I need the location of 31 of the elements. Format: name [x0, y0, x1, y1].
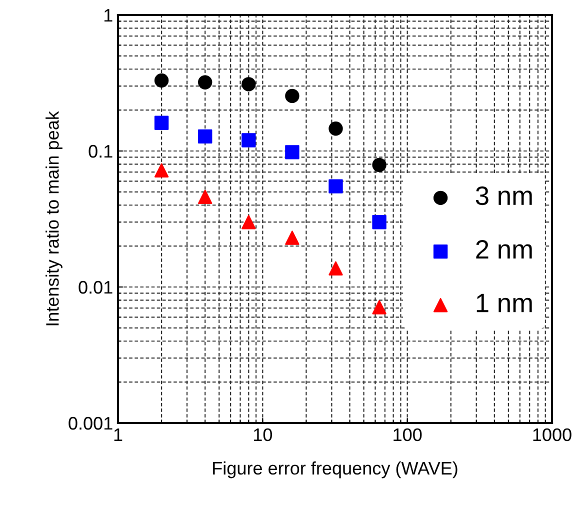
point [154, 116, 169, 130]
point [285, 230, 300, 245]
legend-label: 2 nm [476, 240, 532, 258]
legend-label: 3 nm [476, 186, 532, 206]
y-tick-label: 0.001 [68, 416, 112, 430]
x-tick-label: 100 [394, 428, 422, 442]
point [328, 179, 343, 194]
point [154, 73, 169, 88]
y-axis-title: Intensity ratio to main peak [46, 111, 62, 326]
point [242, 77, 256, 92]
y-tick-label: 1 [104, 9, 112, 22]
point [198, 75, 212, 90]
point [372, 215, 386, 230]
x-axis-title: Figure error frequency (WAVE) [213, 461, 458, 478]
point [285, 145, 300, 160]
point [154, 163, 169, 178]
point [285, 88, 300, 104]
y-tick-label: 0.01 [78, 280, 112, 294]
point [328, 122, 343, 136]
point [242, 215, 256, 230]
point [328, 261, 343, 276]
legend-label: 1 nm [476, 294, 532, 312]
point [198, 190, 212, 204]
point [198, 129, 212, 144]
point [242, 133, 256, 148]
y-tick-label: 0.1 [88, 144, 112, 158]
x-tick-label: 10 [254, 428, 272, 442]
x-tick-label: 1 [114, 428, 122, 441]
point [372, 300, 386, 314]
point [372, 158, 386, 172]
x-tick-label: 1000 [533, 428, 572, 442]
